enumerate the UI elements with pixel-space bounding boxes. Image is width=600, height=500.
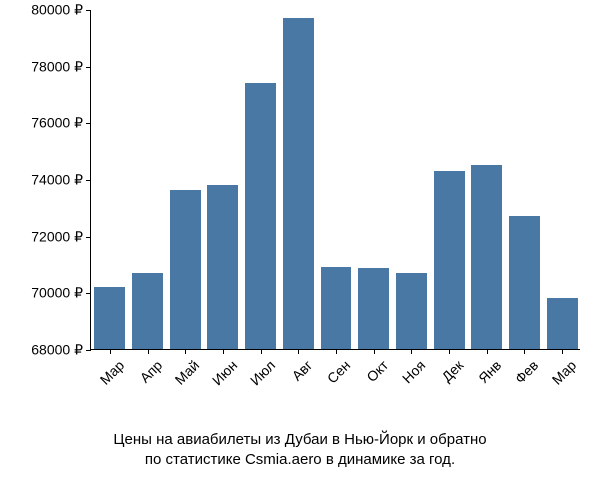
bar: [207, 185, 238, 349]
x-tick-label: Май: [163, 357, 203, 397]
x-tick-label: Апр: [125, 357, 165, 397]
x-tick-mark: [148, 349, 149, 354]
caption-line: по статистике Csmia.aero в динамике за г…: [0, 450, 600, 470]
y-tick-mark: [86, 67, 91, 68]
x-tick-label: Янв: [464, 357, 504, 397]
y-tick-mark: [86, 293, 91, 294]
y-tick-label: 72000 ₽: [11, 228, 83, 245]
x-tick-label: Мар: [88, 357, 128, 397]
x-tick-mark: [449, 349, 450, 354]
x-tick-mark: [524, 349, 525, 354]
x-tick-label: Сен: [314, 357, 354, 397]
chart-caption: Цены на авиабилеты из Дубаи в Нью-Йорк и…: [0, 430, 600, 471]
x-tick-label: Ноя: [389, 357, 429, 397]
bar: [509, 216, 540, 349]
y-tick-mark: [86, 237, 91, 238]
bar: [94, 287, 125, 349]
x-tick-label: Дек: [427, 357, 467, 397]
x-tick-mark: [298, 349, 299, 354]
y-tick-mark: [86, 350, 91, 351]
bar: [283, 18, 314, 350]
y-tick-mark: [86, 10, 91, 11]
bar: [132, 273, 163, 350]
x-tick-mark: [487, 349, 488, 354]
bar: [434, 171, 465, 350]
y-tick-label: 76000 ₽: [11, 115, 83, 132]
x-tick-label: Мар: [540, 357, 580, 397]
caption-line: Цены на авиабилеты из Дубаи в Нью-Йорк и…: [0, 430, 600, 450]
y-tick-mark: [86, 123, 91, 124]
x-tick-mark: [261, 349, 262, 354]
bar: [547, 298, 578, 349]
x-tick-mark: [562, 349, 563, 354]
x-tick-mark: [336, 349, 337, 354]
price-bar-chart: 68000 ₽ 70000 ₽ 72000 ₽ 74000 ₽ 76000 ₽ 78000…: [0, 0, 600, 500]
x-tick-label: Июн: [201, 357, 241, 397]
bar: [396, 273, 427, 350]
y-tick-label: 80000 ₽: [11, 2, 83, 19]
x-tick-label: Окт: [351, 357, 391, 397]
x-tick-mark: [223, 349, 224, 354]
y-tick-mark: [86, 180, 91, 181]
y-tick-label: 74000 ₽: [11, 172, 83, 189]
x-tick-mark: [374, 349, 375, 354]
bar: [245, 83, 276, 349]
x-tick-mark: [185, 349, 186, 354]
bar: [358, 268, 389, 349]
y-tick-label: 78000 ₽: [11, 58, 83, 75]
x-tick-mark: [110, 349, 111, 354]
x-tick-label: Авг: [276, 357, 316, 397]
bar: [321, 267, 352, 349]
x-tick-label: Фев: [502, 357, 542, 397]
y-tick-label: 68000 ₽: [11, 342, 83, 359]
x-tick-label: Июл: [238, 357, 278, 397]
bar: [170, 190, 201, 349]
bar: [471, 165, 502, 349]
plot-area: 68000 ₽70000 ₽72000 ₽74000 ₽76000 ₽78000…: [90, 10, 580, 350]
x-tick-mark: [411, 349, 412, 354]
y-tick-label: 70000 ₽: [11, 285, 83, 302]
